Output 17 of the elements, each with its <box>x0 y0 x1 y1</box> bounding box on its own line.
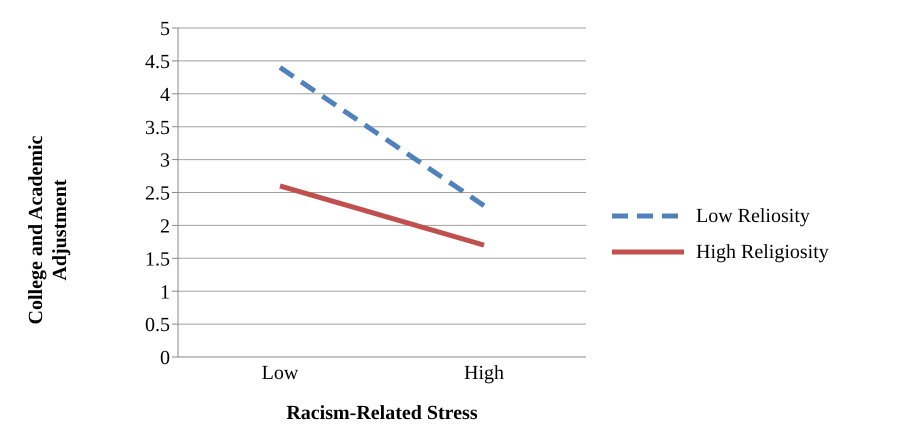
y-tick-label: 4.5 <box>145 51 170 73</box>
y-tick-label: 5 <box>160 18 170 40</box>
y-tick-label: 4 <box>160 84 170 106</box>
legend-label: Low Reliosity <box>696 204 810 228</box>
y-tick-label: 3.5 <box>145 116 170 139</box>
y-tick-label: 0 <box>160 347 170 370</box>
y-tick-label: 2.5 <box>145 182 170 205</box>
x-tick-label: High <box>464 362 504 384</box>
y-tick-label: 1.5 <box>145 248 170 270</box>
y-tick-label: 0.5 <box>145 314 170 336</box>
y-tick-label: 1 <box>160 281 170 304</box>
y-tick-label: 3 <box>160 150 170 172</box>
legend-label: High Religiosity <box>696 240 829 264</box>
x-tick-label: Low <box>262 362 299 384</box>
y-tick-label: 2 <box>160 216 170 238</box>
y-axis-title: College and Academic Adjustment <box>24 134 72 326</box>
x-axis-title: Racism-Related Stress <box>285 402 479 425</box>
